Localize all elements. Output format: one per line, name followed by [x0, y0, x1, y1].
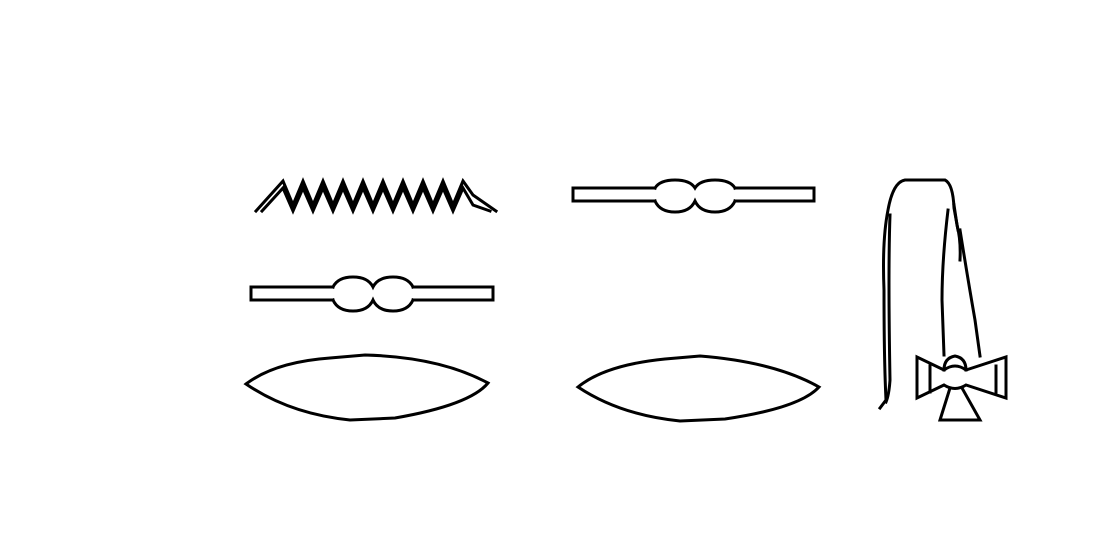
road-bar-icon	[571, 178, 816, 214]
mouth-oval-icon	[243, 353, 491, 422]
seated-figure-with-flail-icon	[877, 178, 1008, 422]
road-bar-icon	[249, 275, 495, 313]
mouth-oval-icon	[575, 354, 822, 423]
water-zigzag-icon	[253, 177, 499, 215]
